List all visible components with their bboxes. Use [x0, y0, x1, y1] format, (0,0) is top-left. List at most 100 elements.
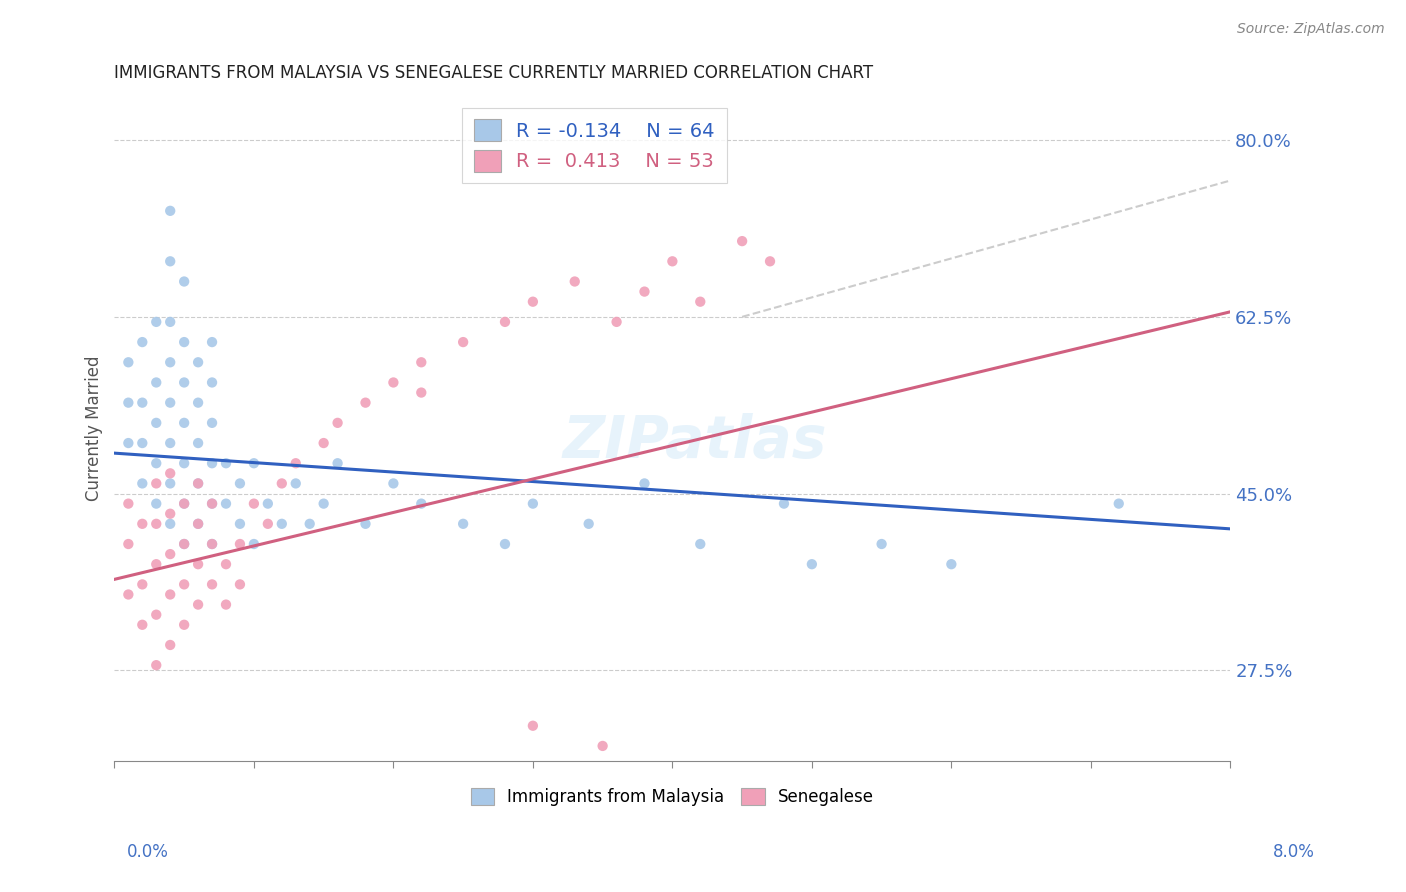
Point	[159, 467, 181, 481]
Point	[382, 476, 405, 491]
Point	[689, 294, 711, 309]
Point	[215, 598, 238, 612]
Point	[187, 436, 209, 450]
Point	[131, 577, 153, 591]
Text: 0.0%: 0.0%	[127, 843, 169, 861]
Point	[312, 497, 335, 511]
Text: Source: ZipAtlas.com: Source: ZipAtlas.com	[1237, 22, 1385, 37]
Point	[270, 516, 292, 531]
Point	[145, 558, 167, 572]
Point	[145, 607, 167, 622]
Point	[159, 395, 181, 409]
Point	[201, 537, 224, 551]
Point	[1108, 497, 1130, 511]
Point	[117, 395, 139, 409]
Point	[173, 275, 195, 289]
Point	[215, 456, 238, 470]
Point	[522, 719, 544, 733]
Point	[633, 476, 655, 491]
Text: IMMIGRANTS FROM MALAYSIA VS SENEGALESE CURRENTLY MARRIED CORRELATION CHART: IMMIGRANTS FROM MALAYSIA VS SENEGALESE C…	[114, 64, 873, 82]
Point	[131, 335, 153, 350]
Point	[243, 456, 266, 470]
Point	[382, 376, 405, 390]
Point	[173, 416, 195, 430]
Point	[159, 315, 181, 329]
Point	[187, 516, 209, 531]
Point	[159, 476, 181, 491]
Point	[159, 587, 181, 601]
Point	[215, 558, 238, 572]
Point	[187, 558, 209, 572]
Point	[159, 516, 181, 531]
Legend: Immigrants from Malaysia, Senegalese: Immigrants from Malaysia, Senegalese	[464, 781, 880, 813]
Point	[117, 497, 139, 511]
Point	[633, 285, 655, 299]
Point	[145, 376, 167, 390]
Point	[257, 516, 280, 531]
Point	[145, 416, 167, 430]
Point	[187, 516, 209, 531]
Point	[173, 617, 195, 632]
Point	[494, 315, 516, 329]
Point	[731, 234, 754, 248]
Point	[941, 558, 963, 572]
Point	[131, 476, 153, 491]
Point	[187, 395, 209, 409]
Point	[159, 436, 181, 450]
Point	[145, 516, 167, 531]
Point	[131, 395, 153, 409]
Point	[284, 476, 307, 491]
Point	[257, 497, 280, 511]
Point	[564, 275, 586, 289]
Point	[201, 497, 224, 511]
Point	[159, 254, 181, 268]
Point	[354, 516, 377, 531]
Point	[229, 476, 252, 491]
Point	[173, 497, 195, 511]
Point	[201, 335, 224, 350]
Point	[159, 507, 181, 521]
Point	[173, 537, 195, 551]
Point	[145, 658, 167, 673]
Point	[173, 456, 195, 470]
Point	[312, 436, 335, 450]
Y-axis label: Currently Married: Currently Married	[86, 355, 103, 500]
Point	[187, 476, 209, 491]
Point	[284, 456, 307, 470]
Point	[173, 577, 195, 591]
Point	[411, 385, 433, 400]
Point	[522, 497, 544, 511]
Point	[494, 537, 516, 551]
Text: ZIPatlas: ZIPatlas	[562, 413, 827, 470]
Point	[201, 497, 224, 511]
Point	[326, 456, 349, 470]
Point	[131, 436, 153, 450]
Point	[145, 315, 167, 329]
Point	[187, 598, 209, 612]
Point	[117, 355, 139, 369]
Point	[159, 638, 181, 652]
Point	[298, 516, 321, 531]
Point	[201, 537, 224, 551]
Point	[451, 335, 474, 350]
Point	[201, 456, 224, 470]
Point	[354, 395, 377, 409]
Point	[173, 376, 195, 390]
Point	[411, 497, 433, 511]
Point	[229, 516, 252, 531]
Point	[173, 497, 195, 511]
Point	[173, 537, 195, 551]
Point	[215, 497, 238, 511]
Text: 8.0%: 8.0%	[1272, 843, 1315, 861]
Point	[773, 497, 796, 511]
Point	[145, 497, 167, 511]
Point	[131, 617, 153, 632]
Point	[201, 376, 224, 390]
Point	[159, 355, 181, 369]
Point	[201, 416, 224, 430]
Point	[173, 335, 195, 350]
Point	[689, 537, 711, 551]
Point	[159, 547, 181, 561]
Point	[606, 315, 628, 329]
Point	[243, 537, 266, 551]
